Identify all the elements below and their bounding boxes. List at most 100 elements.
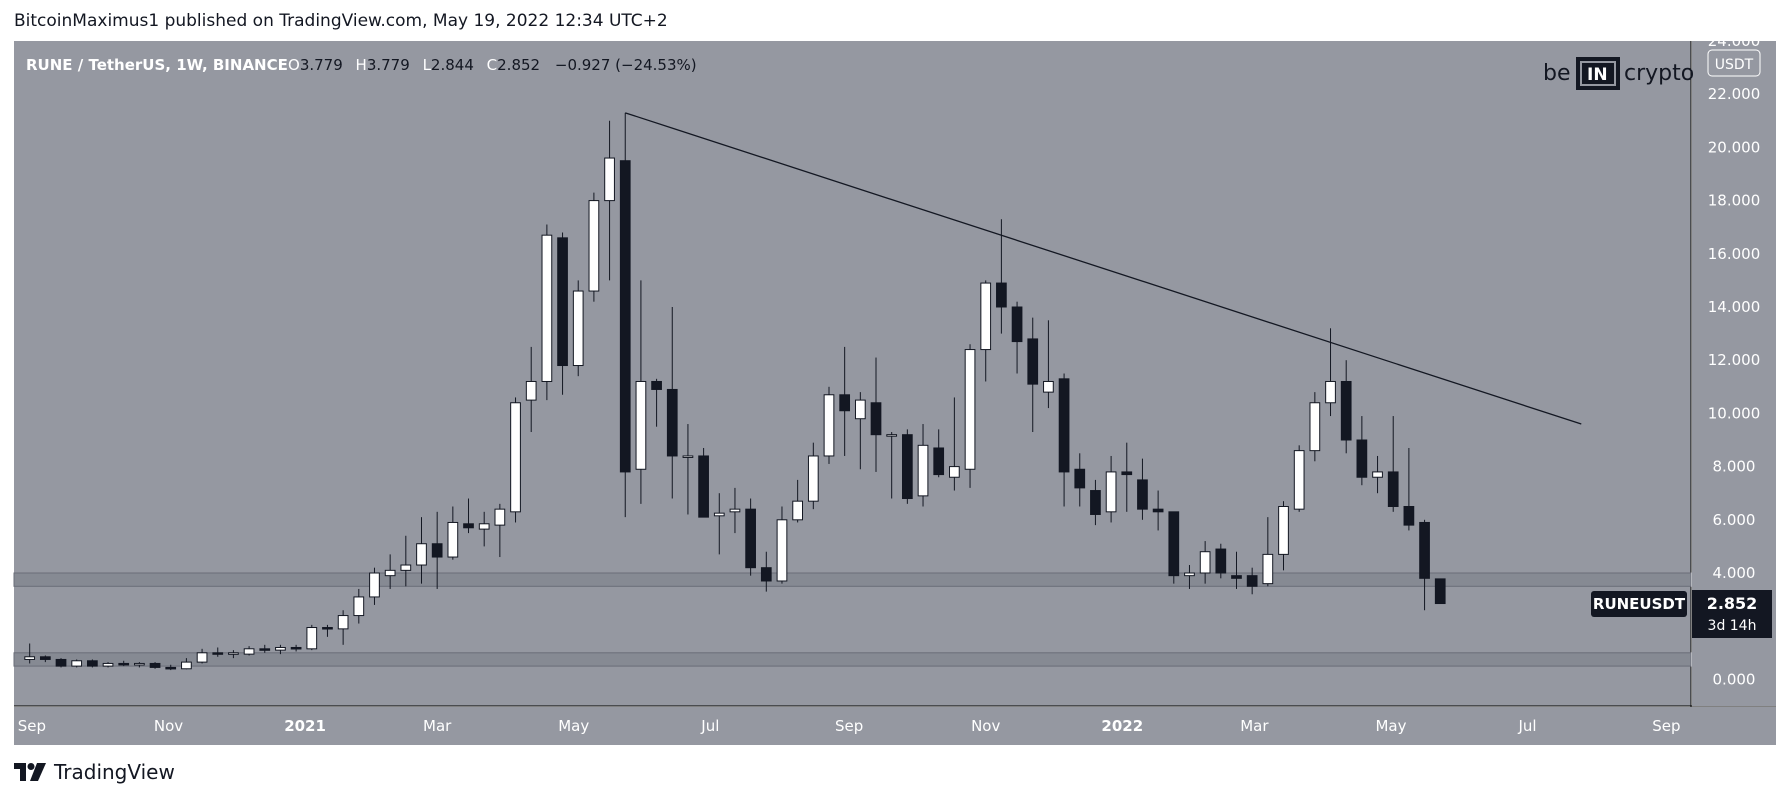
candle-body-down <box>1434 578 1446 605</box>
watermark-crypto: crypto <box>1624 61 1694 86</box>
candle <box>807 442 819 510</box>
price-tick-label: 14.000 <box>1708 298 1761 316</box>
candle-body-up <box>447 521 459 558</box>
candle-body-up <box>353 596 365 617</box>
candle <box>572 280 584 377</box>
candle <box>525 346 537 433</box>
symbol-tag-text: RUNEUSDT <box>1593 595 1686 613</box>
candle <box>1027 317 1039 433</box>
candle <box>557 232 568 395</box>
candle <box>729 487 741 534</box>
candle-body-down <box>557 237 568 367</box>
legend-h-label: H <box>356 56 367 74</box>
candle <box>745 498 756 576</box>
candle-body-down <box>1121 471 1133 476</box>
candle <box>1387 416 1399 512</box>
candle <box>149 662 161 669</box>
candle <box>1074 453 1086 507</box>
price-tick-label: 24.000 <box>1708 32 1761 50</box>
candle-body-up <box>1262 553 1274 585</box>
time-tick-label: Sep <box>1652 717 1680 735</box>
candle <box>510 397 521 523</box>
time-tick-label: 2022 <box>1101 717 1143 735</box>
candle-body-up <box>729 508 741 513</box>
candle <box>792 479 804 523</box>
descending-trendline <box>625 112 1582 425</box>
candle <box>1168 511 1180 584</box>
price-ticks: 24.000 22.000 20.000 18.000 16.000 14.000 12.0… <box>1708 32 1761 688</box>
support-zone-2 <box>13 652 1692 667</box>
candle-body-up <box>917 444 929 497</box>
candle <box>604 120 615 281</box>
candle <box>996 219 1007 334</box>
candle-body-down <box>619 160 631 473</box>
candle-body-up <box>713 512 725 517</box>
candle <box>478 511 490 547</box>
candle <box>1434 578 1446 605</box>
chart-pane[interactable] <box>14 41 1691 706</box>
price-tag-value: 2.852 <box>1707 594 1758 613</box>
candle-body-up <box>510 402 521 513</box>
candle-body-down <box>1058 378 1070 473</box>
legend-open: 3.779 <box>300 56 343 74</box>
candle <box>1137 458 1148 520</box>
price-tag-box <box>1692 590 1772 638</box>
candle-body-up <box>682 455 694 458</box>
candle-body-up <box>886 434 898 437</box>
time-ticks: Sep Nov 2021 Mar May Jul Sep Nov 2022 Mar May Jul Se… <box>18 717 1681 735</box>
candle <box>980 280 992 382</box>
candle <box>1372 455 1383 494</box>
candle-body-up <box>588 200 600 292</box>
candle-body-up <box>181 661 192 670</box>
candle <box>243 646 255 656</box>
candle <box>494 503 506 558</box>
symbol-tag-box <box>1591 591 1687 617</box>
candle-body-up <box>337 615 349 630</box>
candle <box>134 662 145 668</box>
candle-body-up <box>384 569 396 577</box>
candle <box>71 659 83 668</box>
candle-body-down <box>698 455 709 518</box>
candle-body-up <box>400 564 412 571</box>
candle-body-up <box>369 572 380 598</box>
chart-svg: 24.000 22.000 20.000 18.000 16.000 14.000 12.0… <box>13 32 1776 745</box>
time-tick-label: Nov <box>154 717 183 735</box>
svg-text:O3.779 H3.779 L2.844: O3.779 H3.779 L2.844 C2.852 −0.927 (−24.… <box>288 56 697 74</box>
candle-body-down <box>1356 439 1368 478</box>
price-tag-countdown: 3d 14h <box>1708 618 1757 634</box>
candle-body-down <box>1246 575 1258 587</box>
price-tick-label: 10.000 <box>1708 404 1761 422</box>
candle-body-down <box>1215 548 1227 574</box>
time-tick-label: May <box>558 717 589 735</box>
candle-body-up <box>604 157 615 202</box>
candle-body-up <box>134 662 145 666</box>
legend-close: 2.852 <box>497 56 540 74</box>
candle <box>55 658 67 668</box>
candle <box>713 493 725 555</box>
candle <box>635 280 647 504</box>
price-tick-label: 0.000 <box>1713 670 1756 688</box>
tradingview-wordmark[interactable]: TradingView <box>54 760 175 784</box>
candle-body-down <box>1027 338 1039 385</box>
price-tick-label: 16.000 <box>1708 245 1761 263</box>
tradingview-logo-icon <box>14 763 46 781</box>
candle-body-up <box>949 466 960 478</box>
candle <box>1340 360 1352 454</box>
candle <box>196 648 208 664</box>
time-tick-label: Sep <box>835 717 863 735</box>
candle <box>181 658 192 670</box>
candle <box>1231 551 1242 589</box>
candle <box>1090 479 1101 526</box>
legend-o-label: O <box>288 56 300 74</box>
candle-body-up <box>494 508 506 526</box>
time-tick-label: 2021 <box>284 717 326 735</box>
candle-body-down <box>1011 306 1023 343</box>
legend-low: 2.844 <box>431 56 474 74</box>
candle <box>901 429 913 504</box>
time-scale-area[interactable] <box>14 707 1776 745</box>
trendline[interactable] <box>625 112 1582 425</box>
candle <box>917 424 929 507</box>
time-tick-label: Mar <box>1240 717 1269 735</box>
currency-label: USDT <box>1715 57 1754 73</box>
candle <box>964 344 976 488</box>
